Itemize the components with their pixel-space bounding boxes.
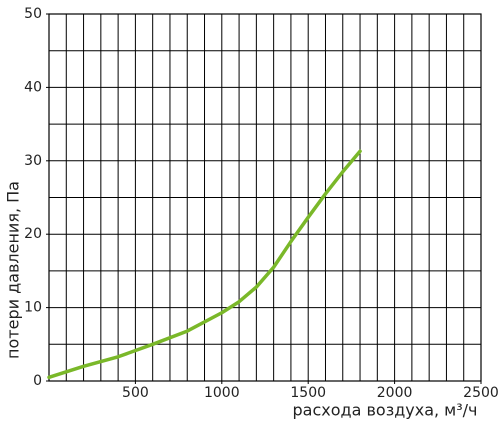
y-tick-label: 40 bbox=[24, 79, 42, 95]
x-tick-label: 2000 bbox=[377, 385, 413, 401]
y-tick-label: 20 bbox=[24, 226, 42, 242]
x-tick-label: 1000 bbox=[204, 385, 240, 401]
y-tick-label: 10 bbox=[24, 300, 42, 316]
plot-border bbox=[48, 13, 482, 382]
y-tick-label: 0 bbox=[33, 373, 42, 389]
x-tick-label: 500 bbox=[122, 385, 149, 401]
y-tick-label: 50 bbox=[24, 6, 42, 22]
x-axis-label: расхода воздуха, м³/ч bbox=[293, 401, 478, 420]
x-tick-label: 2500 bbox=[463, 385, 499, 401]
y-tick-label: 30 bbox=[24, 153, 42, 169]
x-tick-label: 1500 bbox=[290, 385, 326, 401]
data-line bbox=[47, 149, 362, 380]
y-axis-label: потери давления, Па bbox=[4, 181, 23, 359]
